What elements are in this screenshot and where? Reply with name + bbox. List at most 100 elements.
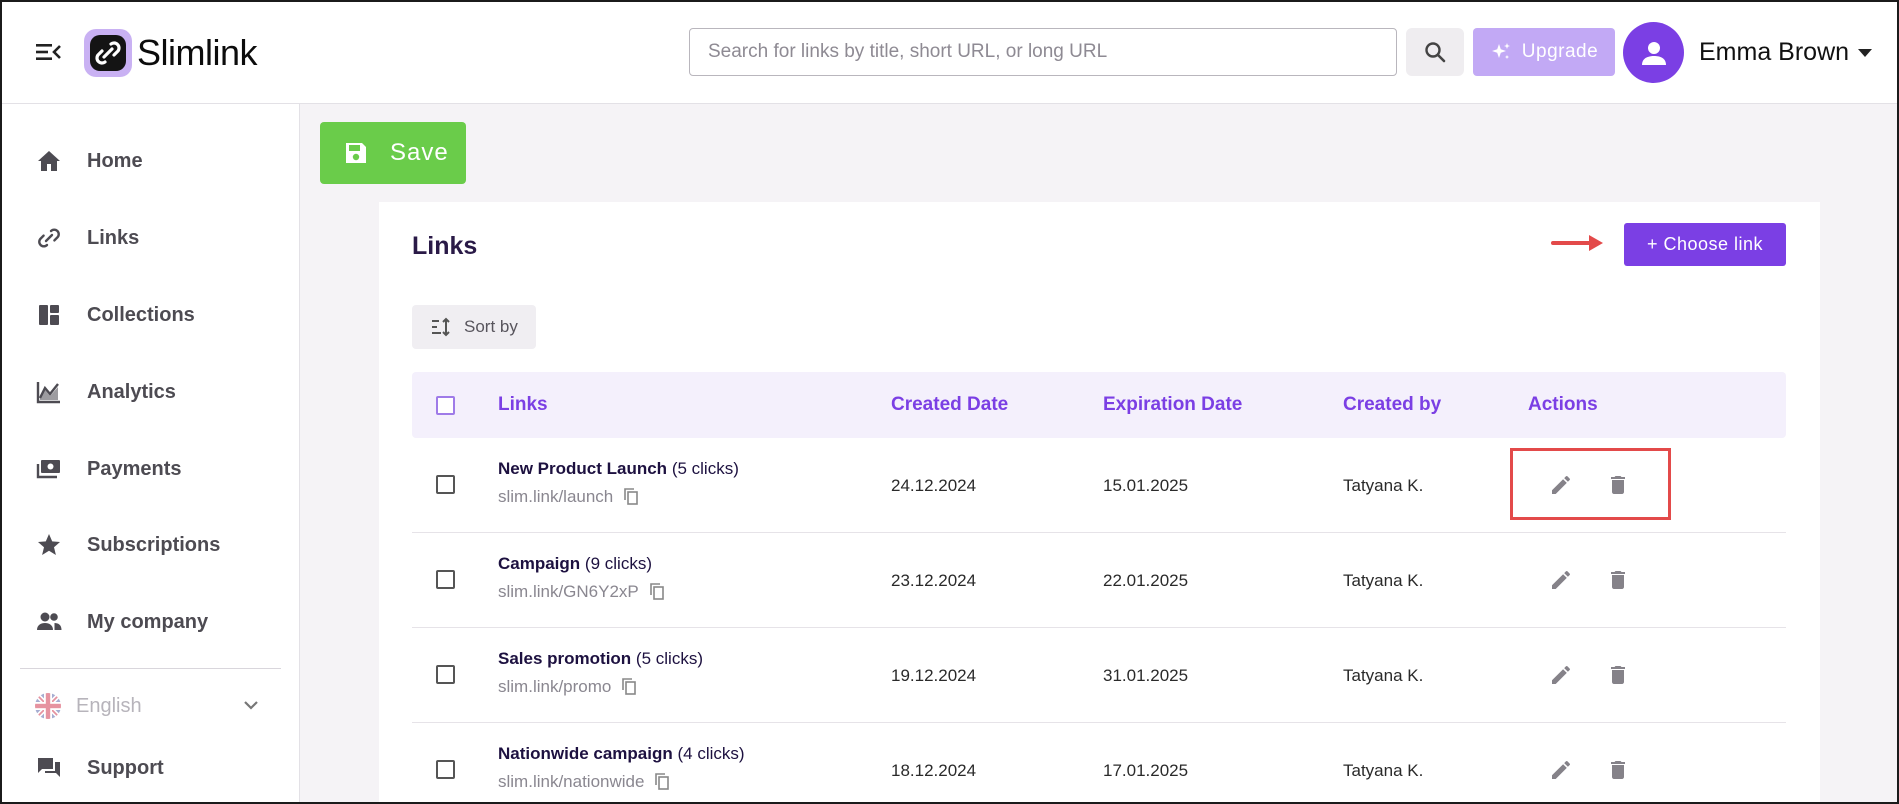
star-icon — [34, 530, 64, 560]
link-name: New Product Launch — [498, 459, 668, 478]
sidebar-item-label: Payments — [87, 457, 182, 480]
link-title[interactable]: New Product Launch (5 clicks) — [498, 459, 739, 479]
choose-link-button[interactable]: + Choose link — [1624, 223, 1786, 266]
created-by: Tatyana K. — [1343, 571, 1424, 590]
menu-collapse-icon[interactable] — [34, 40, 62, 64]
copy-icon[interactable] — [649, 583, 665, 601]
edit-pencil-icon[interactable] — [1544, 753, 1578, 787]
sidebar-item-label: Subscriptions — [87, 533, 221, 556]
home-icon — [34, 146, 64, 176]
short-url: slim.link/GN6Y2xP — [498, 582, 665, 602]
created-date: 19.12.2024 — [891, 666, 977, 685]
column-header-created-by[interactable]: Created by — [1343, 394, 1442, 415]
search-input[interactable] — [689, 28, 1397, 76]
sidebar-item-label: Support — [87, 756, 164, 779]
link-clicks: (9 clicks) — [584, 554, 652, 573]
sidebar-item-home[interactable]: Home — [20, 136, 280, 186]
column-header-created-date[interactable]: Created Date — [891, 394, 1009, 415]
row-checkbox[interactable] — [436, 665, 455, 684]
created-by: Tatyana K. — [1343, 476, 1424, 495]
save-label: Save — [390, 139, 449, 166]
created-by: Tatyana K. — [1343, 761, 1424, 780]
analytics-icon — [34, 377, 64, 407]
save-button[interactable]: Save — [320, 122, 466, 184]
table-row: Sales promotion (5 clicks) slim.link/pro… — [412, 628, 1786, 723]
link-name: Nationwide campaign — [498, 744, 673, 763]
link-clicks: (5 clicks) — [635, 649, 703, 668]
card-title: Links — [412, 232, 478, 260]
user-icon — [1639, 38, 1669, 68]
link-clicks: (4 clicks) — [677, 744, 745, 763]
select-all-checkbox[interactable] — [436, 396, 455, 415]
short-url-text: slim.link/nationwide — [498, 772, 645, 791]
user-menu-caret-icon[interactable] — [1858, 49, 1872, 57]
created-date: 23.12.2024 — [891, 571, 977, 590]
row-checkbox[interactable] — [436, 760, 455, 779]
people-icon — [34, 607, 64, 637]
short-url-text: slim.link/GN6Y2xP — [498, 582, 639, 601]
short-url-text: slim.link/launch — [498, 487, 614, 506]
expiration-date: 31.01.2025 — [1103, 666, 1189, 685]
copy-icon[interactable] — [654, 773, 670, 791]
short-url: slim.link/promo — [498, 677, 637, 697]
links-table: Links Created Date Expiration Date Creat… — [412, 372, 1786, 804]
column-header-expiration-date[interactable]: Expiration Date — [1103, 394, 1243, 415]
uk-flag-icon — [34, 692, 62, 720]
created-by: Tatyana K. — [1343, 666, 1424, 685]
sidebar-item-label: Analytics — [87, 380, 176, 403]
link-title[interactable]: Campaign (9 clicks) — [498, 554, 652, 574]
sidebar-item-my-company[interactable]: My company — [20, 597, 280, 647]
column-header-actions: Actions — [1528, 394, 1598, 415]
sidebar-item-payments[interactable]: Payments — [20, 444, 280, 494]
sort-icon — [430, 316, 452, 338]
edit-pencil-icon[interactable] — [1544, 468, 1578, 502]
payments-icon — [34, 454, 64, 484]
upgrade-label: Upgrade — [1521, 41, 1599, 62]
delete-trash-icon[interactable] — [1601, 753, 1635, 787]
chevron-down-icon — [242, 696, 260, 719]
delete-trash-icon[interactable] — [1601, 468, 1635, 502]
user-name[interactable]: Emma Brown — [1699, 38, 1850, 66]
link-title[interactable]: Nationwide campaign (4 clicks) — [498, 744, 745, 764]
delete-trash-icon[interactable] — [1601, 658, 1635, 692]
sort-by-button[interactable]: Sort by — [412, 305, 536, 349]
link-clicks: (5 clicks) — [671, 459, 739, 478]
sort-label: Sort by — [464, 317, 518, 336]
collections-icon — [34, 300, 64, 330]
floppy-disk-icon — [344, 141, 368, 165]
brand-name: Slimlink — [137, 32, 258, 73]
sidebar-item-subscriptions[interactable]: Subscriptions — [20, 520, 280, 570]
sidebar-item-links[interactable]: Links — [20, 213, 280, 263]
row-checkbox[interactable] — [436, 475, 455, 494]
upgrade-button[interactable]: Upgrade — [1473, 28, 1615, 76]
sidebar-divider — [20, 668, 281, 669]
link-title[interactable]: Sales promotion (5 clicks) — [498, 649, 703, 669]
avatar[interactable] — [1623, 22, 1684, 83]
column-header-links[interactable]: Links — [498, 394, 548, 415]
sidebar-item-label: Collections — [87, 303, 195, 326]
sidebar-item-support[interactable]: Support — [20, 743, 280, 793]
edit-pencil-icon[interactable] — [1544, 563, 1578, 597]
row-checkbox[interactable] — [436, 570, 455, 589]
sidebar-item-analytics[interactable]: Analytics — [20, 367, 280, 417]
delete-trash-icon[interactable] — [1601, 563, 1635, 597]
table-row: Nationwide campaign (4 clicks) slim.link… — [412, 723, 1786, 804]
short-url: slim.link/launch — [498, 487, 639, 507]
copy-icon[interactable] — [623, 488, 639, 506]
expiration-date: 17.01.2025 — [1103, 761, 1189, 780]
language-selector[interactable]: English — [20, 686, 280, 726]
link-icon — [34, 223, 64, 253]
annotation-arrow-icon — [1549, 232, 1605, 259]
brand-logo[interactable] — [84, 29, 132, 77]
search-button[interactable] — [1406, 28, 1464, 76]
edit-pencil-icon[interactable] — [1544, 658, 1578, 692]
created-date: 18.12.2024 — [891, 761, 977, 780]
table-header: Links Created Date Expiration Date Creat… — [412, 372, 1786, 438]
short-url-text: slim.link/promo — [498, 677, 612, 696]
chat-icon — [34, 753, 64, 783]
links-card: Links + Choose link Sort by Links Create… — [379, 202, 1820, 804]
sidebar-item-label: Home — [87, 149, 143, 172]
copy-icon[interactable] — [621, 678, 637, 696]
sidebar: Home Links Collections — [0, 104, 300, 804]
sidebar-item-collections[interactable]: Collections — [20, 290, 280, 340]
